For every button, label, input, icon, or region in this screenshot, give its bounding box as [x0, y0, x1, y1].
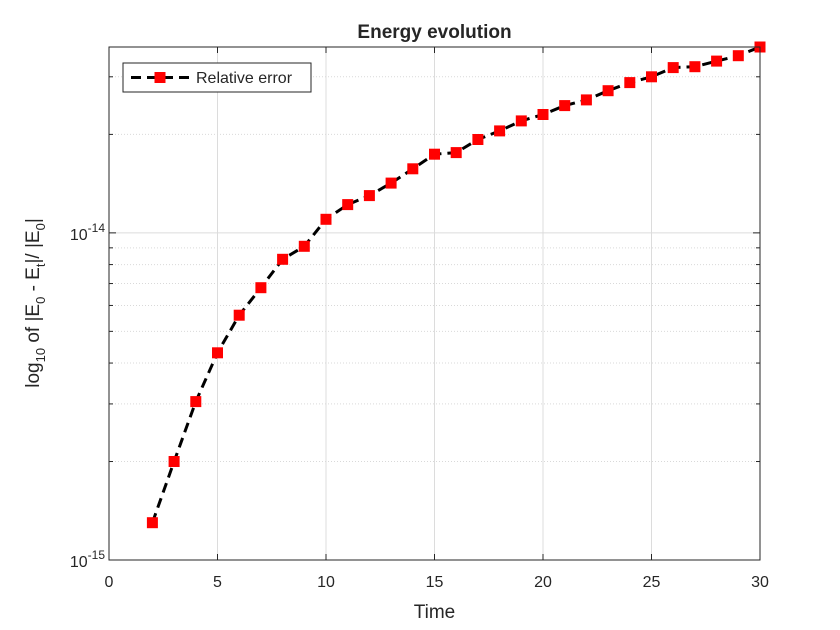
- data-point: [732, 50, 744, 62]
- data-point: [667, 62, 679, 74]
- data-point: [342, 199, 354, 211]
- chart-title: Energy evolution: [357, 22, 511, 43]
- y-label-text4: |: [23, 218, 44, 223]
- y-tick-label: 10-15: [70, 548, 105, 571]
- data-point: [559, 100, 571, 112]
- data-point: [298, 240, 310, 252]
- legend: Relative error: [122, 62, 312, 93]
- data-point: [602, 85, 614, 97]
- data-point: [212, 347, 223, 359]
- y-label-prefix: log: [23, 362, 44, 387]
- x-axis-label: Time: [414, 602, 456, 623]
- data-point: [255, 282, 267, 294]
- series-layer: [146, 41, 766, 529]
- x-tick-label: 25: [643, 574, 661, 591]
- data-point: [385, 177, 397, 189]
- data-point: [624, 77, 636, 89]
- data-point: [515, 115, 527, 127]
- y-label-text1: of |E: [23, 304, 44, 348]
- data-point: [537, 109, 549, 120]
- data-point: [277, 253, 289, 265]
- y-label-sub1: 0: [33, 297, 48, 304]
- data-point: [580, 94, 592, 106]
- x-tick-label: 5: [213, 574, 222, 591]
- legend-label: Relative error: [196, 70, 293, 87]
- x-tick-label: 10: [317, 574, 335, 591]
- data-point: [711, 55, 723, 67]
- y-tick-label: 10-14: [70, 221, 105, 244]
- data-point: [320, 213, 332, 225]
- data-point: [450, 147, 462, 159]
- x-tick-label: 15: [426, 574, 444, 591]
- data-point: [472, 134, 484, 145]
- y-label-text2: - E: [23, 267, 44, 297]
- data-point: [233, 309, 245, 321]
- data-point: [146, 517, 158, 529]
- y-label-sub3: 0: [33, 223, 48, 230]
- data-point: [168, 456, 180, 467]
- x-tick-label: 30: [751, 574, 769, 591]
- x-tick-label: 0: [105, 574, 114, 591]
- x-tick-label: 20: [534, 574, 552, 591]
- y-label-prefix-sub: 10: [33, 348, 48, 362]
- data-point: [363, 190, 375, 202]
- y-axis-label: log10 of |E0 - Et|/ |E0|: [23, 218, 48, 388]
- data-point: [407, 163, 419, 175]
- y-label-text3: |/ |E: [23, 230, 44, 263]
- data-point: [494, 125, 506, 137]
- data-point: [646, 71, 657, 83]
- ticks: 0 5 10 15 20 25 30 10-15 10-14: [70, 47, 769, 591]
- data-point: [190, 396, 202, 408]
- data-point: [429, 148, 440, 160]
- data-point: [689, 61, 701, 73]
- legend-marker: [154, 72, 166, 83]
- y-label-sub2: t: [33, 263, 48, 267]
